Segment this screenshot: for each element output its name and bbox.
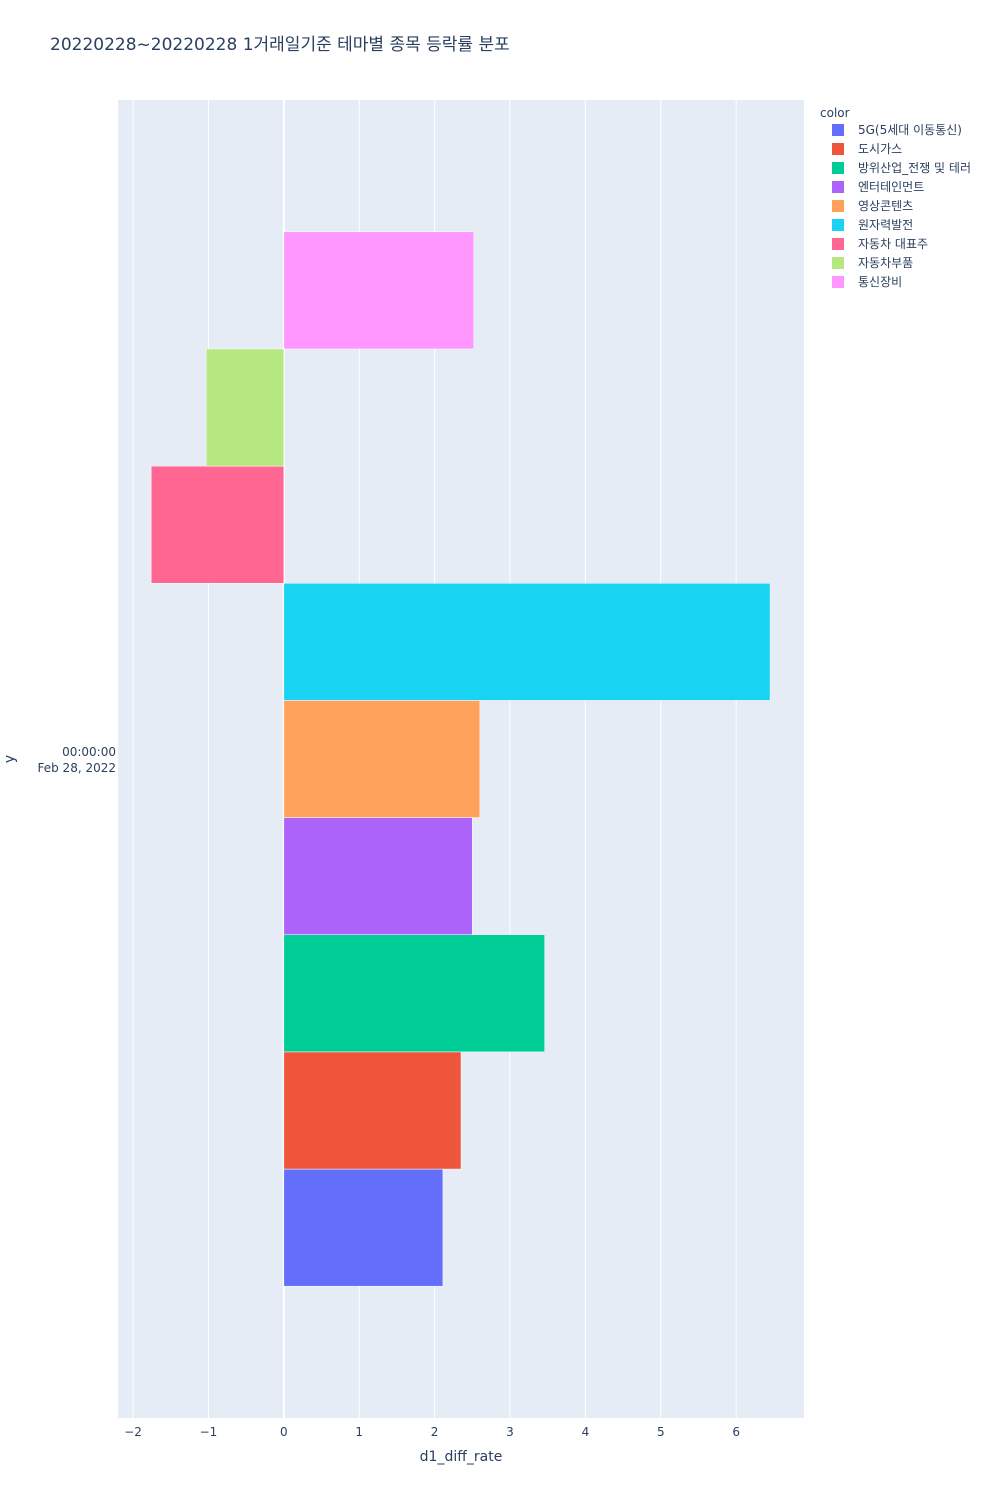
y-axis-title: y	[2, 755, 18, 763]
legend-item-label[interactable]: 자동차부품	[858, 256, 913, 270]
legend-swatch[interactable]	[832, 181, 844, 193]
y-tick-label-time: 00:00:00	[62, 745, 116, 759]
x-tick-label: 5	[657, 1425, 665, 1439]
x-tick-label: 6	[732, 1425, 740, 1439]
legend-item-label[interactable]: 자동차 대표주	[858, 237, 928, 251]
legend-swatch[interactable]	[832, 162, 844, 174]
legend-item-label[interactable]: 원자력발전	[858, 218, 913, 232]
x-tick-label: 3	[506, 1425, 514, 1439]
bar[interactable]	[283, 934, 545, 1053]
x-tick-label: 1	[355, 1425, 363, 1439]
legend-swatch[interactable]	[832, 200, 844, 212]
chart-title: 20220228~20220228 1거래일기준 테마별 종목 등락률 분포	[50, 35, 510, 55]
legend-swatch[interactable]	[832, 238, 844, 250]
legend-item-label[interactable]: 통신장비	[858, 275, 902, 289]
legend-item-label[interactable]: 5G(5세대 이동통신)	[858, 123, 962, 137]
bar[interactable]	[283, 231, 475, 350]
bar[interactable]	[150, 465, 285, 584]
bars	[150, 231, 771, 1287]
legend-swatch[interactable]	[832, 143, 844, 155]
x-tick-label: −2	[124, 1425, 142, 1439]
legend-item-label[interactable]: 영상콘텐츠	[858, 199, 913, 213]
legend-title: color	[820, 106, 850, 120]
legend-swatch[interactable]	[832, 219, 844, 231]
x-tick-label: 2	[431, 1425, 439, 1439]
legend-item-label[interactable]: 엔터테인먼트	[858, 180, 924, 194]
y-tick-label-date: Feb 28, 2022	[38, 761, 117, 775]
bar[interactable]	[205, 348, 285, 467]
x-axis-ticks: −2 −1 0 1 2 3 4 5 6	[124, 1425, 740, 1439]
legend-item-label[interactable]: 도시가스	[858, 142, 902, 156]
legend-swatch[interactable]	[832, 276, 844, 288]
x-tick-label: 4	[582, 1425, 590, 1439]
legend-item-label[interactable]: 방위산업_전쟁 및 테러	[858, 161, 971, 175]
x-tick-label: −1	[200, 1425, 218, 1439]
x-axis-title: d1_diff_rate	[420, 1449, 503, 1465]
legend-swatch[interactable]	[832, 257, 844, 269]
bar[interactable]	[283, 1168, 444, 1287]
bar[interactable]	[283, 1051, 462, 1170]
bar[interactable]	[283, 583, 771, 701]
bar[interactable]	[283, 700, 481, 818]
bar[interactable]	[283, 817, 473, 935]
legend-swatch[interactable]	[832, 124, 844, 136]
x-tick-label: 0	[280, 1425, 288, 1439]
